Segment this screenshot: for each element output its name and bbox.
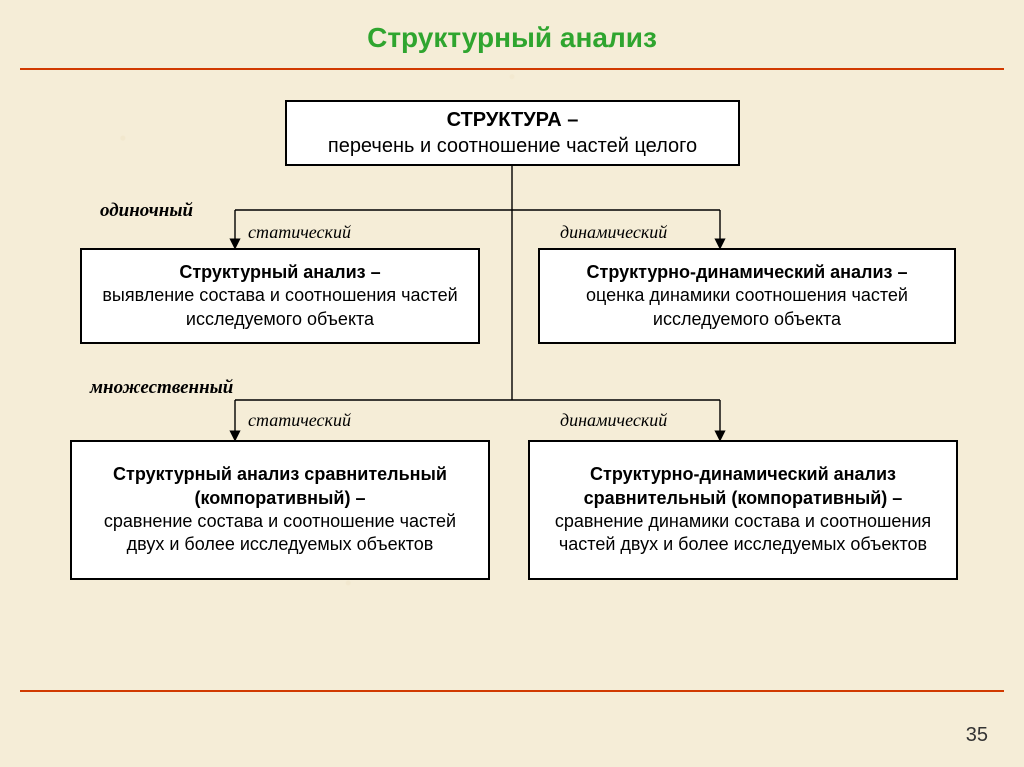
- slide-title: Структурный анализ: [0, 0, 1024, 54]
- box-multi-static: Структурный анализ сравнительный (компор…: [70, 440, 490, 580]
- bottom-rule: [20, 690, 1004, 692]
- box-single-static-heading: Структурный анализ –: [179, 261, 380, 284]
- box-structure-heading: СТРУКТУРА –: [447, 107, 579, 133]
- top-rule: [20, 68, 1004, 70]
- box-single-static-body: выявление состава и соотношения частей и…: [96, 284, 464, 331]
- box-structure: СТРУКТУРА – перечень и соотношение часте…: [285, 100, 740, 166]
- box-single-dynamic-heading: Структурно-динамический анализ –: [587, 261, 908, 284]
- edge-label-multi-static: статический: [248, 410, 351, 431]
- edge-label-single-static: статический: [248, 222, 351, 243]
- edge-label-multi-dynamic: динамический: [560, 410, 667, 431]
- box-multi-static-body: сравнение состава и соотношение частей д…: [86, 510, 474, 557]
- page-number: 35: [966, 724, 988, 747]
- box-single-dynamic: Структурно-динамический анализ – оценка …: [538, 248, 956, 344]
- box-structure-body: перечень и соотношение частей целого: [328, 133, 697, 159]
- box-multi-dynamic: Структурно-динамический анализ сравнител…: [528, 440, 958, 580]
- label-mnozhestvenny: множественный: [90, 377, 233, 399]
- label-odinochny: одиночный: [100, 200, 193, 222]
- box-single-dynamic-body: оценка динамики соотношения частей иссле…: [554, 284, 940, 331]
- box-multi-dynamic-heading: Структурно-динамический анализ сравнител…: [544, 463, 942, 510]
- box-multi-static-heading: Структурный анализ сравнительный (компор…: [86, 463, 474, 510]
- box-multi-dynamic-body: сравнение динамики состава и соотношения…: [544, 510, 942, 557]
- edge-label-single-dynamic: динамический: [560, 222, 667, 243]
- box-single-static: Структурный анализ – выявление состава и…: [80, 248, 480, 344]
